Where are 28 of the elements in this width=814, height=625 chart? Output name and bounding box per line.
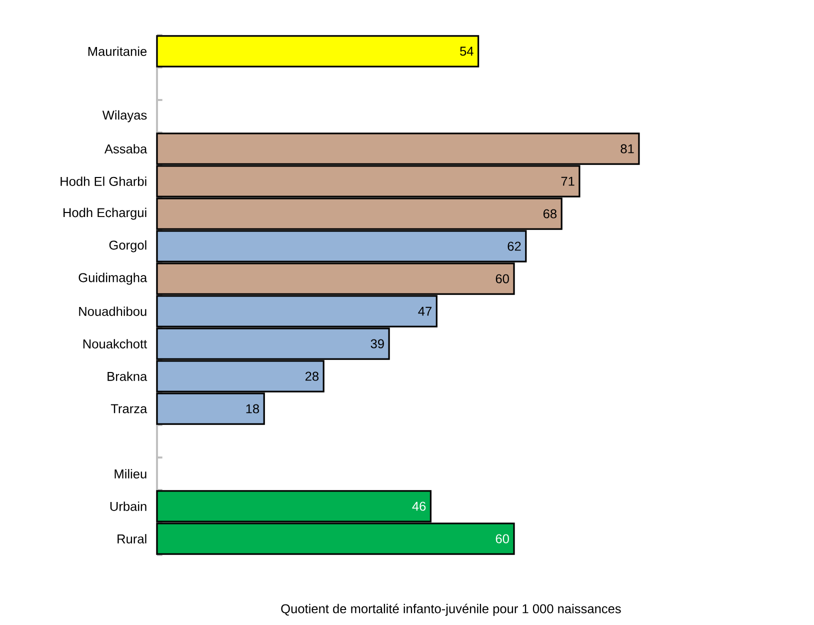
data-label: 81 [620,144,634,154]
data-label: 18 [246,404,260,414]
y-tick-label: Urbain [110,502,146,511]
data-label: 62 [508,242,521,251]
data-label: 47 [418,306,432,316]
y-tick-label: Nouakchott [83,339,148,348]
x-axis-title: Quotient de mortalité infanto-juvénile pour 1 000 naissances [281,604,621,616]
y-tick-label: Hodh El Gharbi [60,176,146,186]
data-label: 60 [496,534,509,544]
y-tick-label: Brakna [108,372,148,381]
y-tick-label: Mauritanie [88,46,147,56]
data-label: 46 [412,502,426,511]
y-tick-label: Gorgol [109,240,146,252]
data-label: 71 [561,176,574,186]
y-tick-label: Guidimagha [78,272,148,285]
y-tick-label: Rural [118,534,146,544]
y-tick-label: Assaba [104,144,148,154]
y-tick-label: Trarza [110,404,148,414]
data-label: 39 [370,339,384,348]
y-tick-label: Hodh Echargui [64,208,146,220]
bar [156,35,480,68]
y-tick-label: Nouadhibou [79,306,146,316]
data-label: 54 [460,46,474,56]
data-label: 28 [305,372,319,381]
data-label: 60 [496,274,509,284]
y-tick-label: Wilayas [102,110,147,122]
y-tick-label: Milieu [114,469,146,478]
data-label: 68 [543,209,557,218]
